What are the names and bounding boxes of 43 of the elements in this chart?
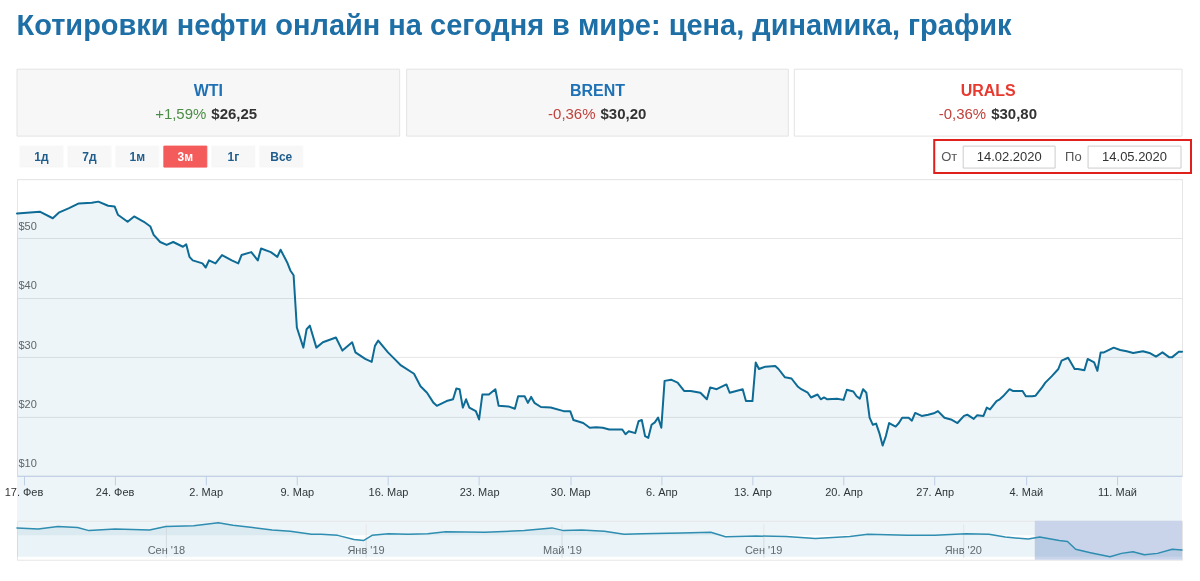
x-tick-label: 24. Фев: [95, 486, 135, 499]
x-tick-label: 9. Мар: [280, 486, 315, 499]
text: $30,20: [600, 105, 647, 123]
text: 1д: [34, 149, 49, 164]
text: 14.05.2020: [1102, 149, 1168, 165]
y-tick-label: $20: [18, 397, 37, 410]
y-tick-label: $40: [18, 279, 37, 292]
x-tick-label: Янв '19: [347, 544, 385, 557]
y-tick-label: $10: [18, 457, 37, 470]
text: 14.02.2020: [976, 149, 1042, 165]
text: -0,36%: [548, 105, 596, 123]
x-tick-label: 13. Апр: [734, 486, 772, 499]
text: Все: [270, 149, 293, 164]
text: WTI: [193, 82, 223, 100]
x-tick-label: 30. Мар: [550, 486, 591, 499]
text: -0,36%: [938, 105, 987, 123]
text: URALS: [960, 82, 1017, 100]
text: 7д: [82, 149, 97, 164]
y-tick-label: $50: [18, 219, 37, 232]
x-tick-label: 6. Апр: [646, 486, 678, 499]
x-tick-label: Сен '19: [744, 544, 783, 557]
x-tick-label: 4. Май: [1009, 486, 1044, 499]
text: 3м: [177, 149, 194, 164]
text: BRENT: [569, 82, 626, 100]
x-tick-label: 17. Фев: [4, 486, 44, 499]
text: По: [1065, 149, 1082, 165]
text: 1г: [227, 149, 240, 164]
text: Котировки нефти онлайн на сегодня в мире: цена, динамика, график: [16, 9, 1013, 42]
x-tick-label: 16. Мар: [368, 486, 409, 499]
text: От: [941, 149, 958, 165]
x-tick-label: 20. Апр: [825, 486, 863, 499]
x-tick-label: 27. Апр: [916, 486, 955, 499]
x-tick-label: Сен '18: [147, 544, 186, 557]
y-tick-label: $30: [18, 338, 37, 351]
x-tick-label: 11. Май: [1097, 486, 1137, 499]
x-tick-label: Янв '20: [944, 544, 982, 557]
x-tick-label: 23. Мар: [459, 486, 500, 499]
text: 1м: [129, 149, 146, 164]
x-tick-label: 2. Мар: [189, 486, 224, 499]
text: $30,80: [991, 105, 1037, 123]
x-tick-label: Май '19: [542, 544, 582, 557]
text: $26,25: [211, 105, 258, 123]
text: +1,59%: [155, 105, 207, 123]
